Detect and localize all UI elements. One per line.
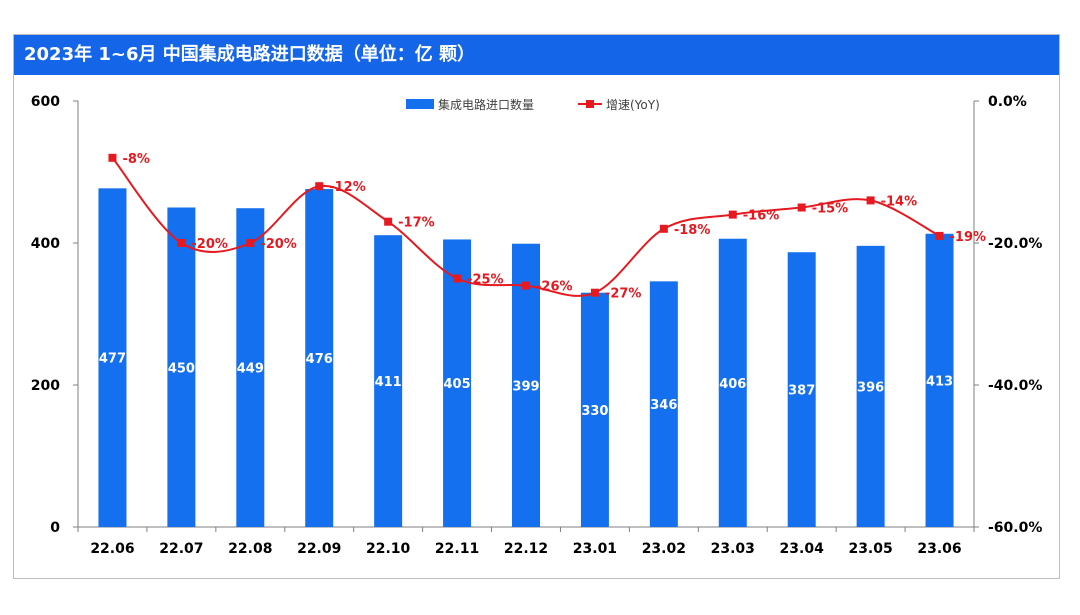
yoy-data-label: -25% [467, 273, 504, 288]
yoy-data-label: -8% [122, 152, 149, 167]
bar-data-label: 413 [926, 374, 953, 389]
x-tick-label: 22.07 [159, 541, 203, 557]
bar [787, 252, 816, 528]
chart-title: 2023年 1~6月 中国集成电路进口数据（单位：亿 颗） [24, 44, 476, 65]
yoy-point [935, 231, 944, 240]
bar-data-label: 346 [650, 398, 677, 413]
y-tick-label-right: -60.0% [988, 520, 1042, 536]
yoy-data-label: -27% [605, 287, 642, 302]
legend-bar-label: 集成电路进口数量 [438, 97, 534, 112]
bar [443, 239, 472, 527]
bar-data-label: 405 [444, 377, 471, 392]
bar [512, 243, 540, 527]
bar [718, 238, 747, 528]
yoy-data-label: -20% [260, 237, 297, 252]
y-tick-label-right: -40.0% [988, 378, 1042, 394]
x-tick-label: 22.11 [435, 541, 479, 557]
yoy-point [384, 217, 393, 226]
yoy-data-label: -18% [674, 223, 711, 238]
legend-bar-swatch [406, 99, 434, 109]
x-tick-label: 22.10 [366, 541, 411, 557]
y-tick-label-left: 400 [31, 236, 60, 252]
yoy-point [866, 196, 875, 205]
y-tick-label-left: 600 [31, 94, 60, 110]
bar [98, 188, 127, 527]
yoy-data-label: -26% [536, 280, 573, 295]
bar-data-label: 476 [306, 352, 333, 367]
x-tick-label: 23.03 [711, 541, 755, 557]
x-tick-label: 22.09 [297, 541, 341, 557]
yoy-point [728, 210, 737, 219]
bar-data-label: 387 [788, 384, 815, 399]
bar [649, 281, 678, 527]
yoy-point [453, 274, 462, 283]
bar [236, 208, 265, 527]
x-tick-label: 22.08 [228, 541, 272, 557]
y-tick-label-right: -20.0% [988, 236, 1042, 252]
bar-data-label: 406 [719, 377, 746, 392]
bar [925, 233, 954, 527]
yoy-data-label: -12% [329, 180, 366, 195]
bar-data-label: 399 [512, 379, 539, 394]
yoy-data-label: -17% [398, 216, 435, 231]
x-tick-label: 22.06 [90, 541, 134, 557]
yoy-data-label: -20% [191, 237, 228, 252]
bar-data-label: 411 [375, 375, 402, 390]
yoy-data-label: -16% [743, 209, 780, 224]
y-tick-label-left: 200 [31, 378, 60, 394]
x-tick-label: 23.02 [642, 541, 686, 557]
yoy-point [246, 239, 255, 247]
bar [305, 189, 334, 528]
title-bar: 2023年 1~6月 中国集成电路进口数据（单位：亿 颗） [14, 35, 1059, 75]
bar [580, 292, 609, 527]
x-tick-label: 23.04 [780, 541, 825, 557]
bar-data-label: 477 [99, 352, 126, 367]
bar-data-label: 450 [168, 361, 195, 376]
legend-line-label: 增速(YoY) [606, 98, 660, 112]
bar-data-label: 396 [857, 380, 884, 395]
bar [856, 245, 885, 527]
bar-data-label: 449 [237, 362, 264, 377]
bar [374, 235, 403, 527]
yoy-point [315, 182, 324, 191]
bar [167, 207, 196, 527]
yoy-point [659, 224, 668, 233]
y-tick-label-right: 0.0% [988, 94, 1027, 110]
x-tick-label: 23.05 [848, 541, 892, 557]
bar-data-label: 330 [581, 404, 608, 419]
yoy-point [108, 153, 117, 162]
x-tick-label: 22.12 [504, 541, 548, 557]
yoy-data-label: -15% [812, 202, 849, 217]
x-tick-label: 23.01 [573, 541, 617, 557]
yoy-point [522, 281, 530, 290]
yoy-data-label: -19% [950, 230, 987, 245]
yoy-point [177, 239, 186, 247]
yoy-point [590, 288, 599, 297]
legend-line-marker [586, 100, 594, 108]
x-tick-label: 23.06 [917, 541, 961, 557]
y-tick-label-left: 0 [50, 520, 60, 536]
yoy-data-label: -14% [881, 194, 918, 209]
yoy-point [797, 203, 806, 212]
